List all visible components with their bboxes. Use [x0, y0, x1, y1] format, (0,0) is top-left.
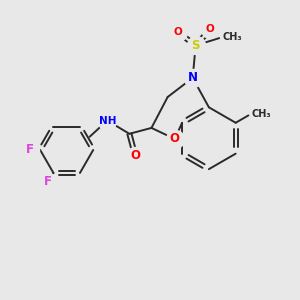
Text: S: S [191, 39, 200, 52]
Text: CH₃: CH₃ [222, 32, 242, 42]
Text: CH₃: CH₃ [251, 109, 271, 119]
Text: O: O [174, 27, 182, 37]
Text: F: F [26, 143, 34, 157]
Text: O: O [130, 149, 140, 162]
Text: O: O [170, 133, 180, 146]
Text: F: F [44, 176, 52, 188]
Text: NH: NH [99, 116, 116, 126]
Text: O: O [206, 24, 215, 34]
Text: N: N [188, 71, 198, 84]
